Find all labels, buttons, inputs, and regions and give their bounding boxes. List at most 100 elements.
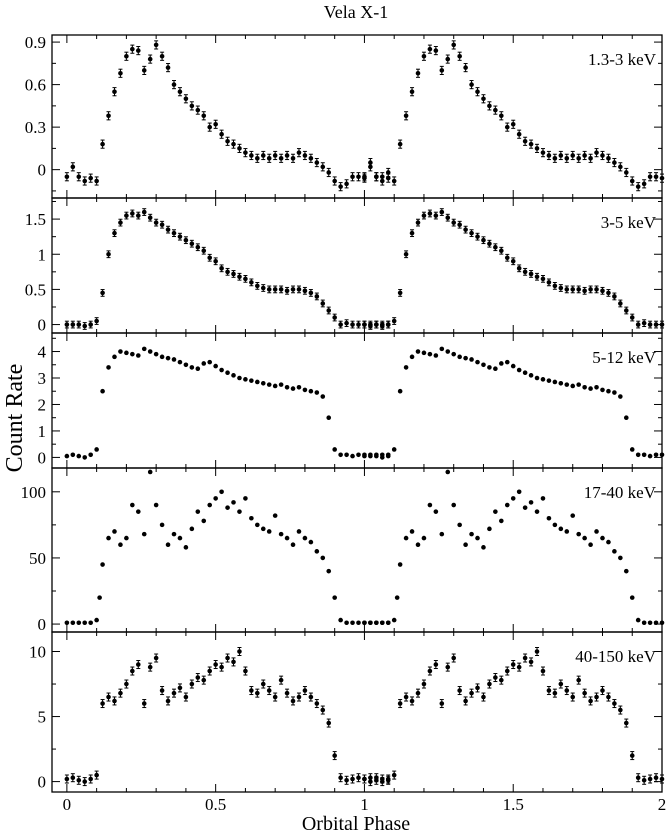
data-point — [659, 774, 665, 784]
data-point — [362, 172, 367, 182]
data-point — [463, 63, 468, 73]
data-point — [570, 150, 576, 161]
data-point — [141, 346, 147, 352]
data-point — [546, 150, 552, 161]
data-point — [374, 620, 379, 626]
data-point — [219, 662, 224, 672]
data-point — [469, 229, 474, 238]
data-point — [189, 679, 195, 689]
data-point — [183, 692, 189, 702]
data-point — [135, 211, 141, 220]
data-point — [237, 272, 242, 281]
data-point — [576, 382, 581, 387]
data-point — [195, 243, 201, 252]
data-point — [504, 502, 510, 508]
data-point — [612, 390, 617, 395]
data-point — [266, 686, 272, 696]
data-point — [350, 620, 355, 626]
data-point — [350, 774, 355, 784]
data-point — [332, 176, 337, 186]
data-point — [564, 285, 570, 294]
data-point — [243, 377, 248, 382]
data-point — [606, 153, 611, 163]
data-point — [481, 94, 486, 104]
data-point — [368, 452, 373, 458]
data-point — [70, 773, 76, 783]
data-point — [641, 775, 647, 785]
data-point — [124, 350, 129, 356]
data-point — [552, 688, 558, 698]
data-point — [528, 657, 534, 667]
data-point — [201, 518, 207, 524]
data-point — [653, 773, 659, 783]
data-point — [582, 384, 587, 390]
data-point — [344, 452, 349, 458]
data-point — [433, 353, 439, 358]
data-point — [564, 686, 570, 696]
data-point — [130, 666, 135, 676]
data-point — [421, 51, 427, 61]
data-point — [338, 452, 343, 458]
data-point — [594, 384, 599, 390]
y-tick-label: 0.6 — [25, 76, 46, 95]
data-point — [493, 105, 498, 115]
data-point — [153, 218, 159, 227]
data-point — [493, 243, 498, 252]
data-point — [415, 68, 421, 78]
data-point — [177, 535, 183, 541]
data-point — [326, 568, 332, 574]
data-point — [397, 139, 403, 149]
data-point — [112, 529, 117, 534]
data-point — [255, 153, 260, 163]
data-point — [409, 696, 415, 706]
data-point — [135, 353, 141, 358]
data-point — [558, 150, 564, 161]
data-point — [314, 699, 320, 709]
data-point — [623, 568, 629, 574]
data-point — [540, 496, 546, 501]
data-point — [88, 320, 93, 329]
data-point — [600, 286, 605, 295]
data-point — [314, 390, 320, 395]
data-point — [493, 366, 498, 372]
data-point — [379, 777, 385, 787]
data-point — [582, 535, 587, 541]
data-point — [540, 666, 546, 676]
data-point — [552, 153, 558, 163]
data-point — [130, 44, 135, 54]
data-point — [124, 679, 129, 689]
data-point — [225, 370, 230, 376]
data-point — [296, 148, 302, 158]
y-tick-label: 1.5 — [25, 210, 46, 229]
data-point — [147, 54, 153, 64]
data-point — [237, 375, 242, 381]
data-point — [618, 555, 623, 561]
data-point — [237, 143, 242, 153]
data-point — [647, 453, 653, 459]
data-point — [635, 320, 641, 329]
data-point — [564, 529, 570, 534]
data-point — [159, 522, 165, 528]
data-point — [481, 692, 486, 702]
data-point — [647, 320, 653, 329]
data-point — [552, 282, 558, 290]
data-point — [231, 657, 236, 667]
data-point — [576, 675, 581, 685]
y-tick-label: 5 — [38, 708, 47, 727]
data-point — [433, 211, 439, 220]
data-point — [552, 522, 558, 528]
data-point — [433, 46, 439, 56]
data-point — [475, 359, 480, 365]
data-point — [112, 354, 117, 360]
data-point — [100, 562, 105, 567]
data-point — [332, 447, 337, 452]
data-point — [201, 246, 207, 255]
data-point — [403, 535, 409, 541]
data-point — [582, 150, 587, 161]
data-point — [82, 322, 88, 330]
data-point — [391, 176, 397, 186]
data-point — [189, 239, 195, 248]
data-point — [255, 379, 260, 385]
data-point — [493, 509, 498, 514]
